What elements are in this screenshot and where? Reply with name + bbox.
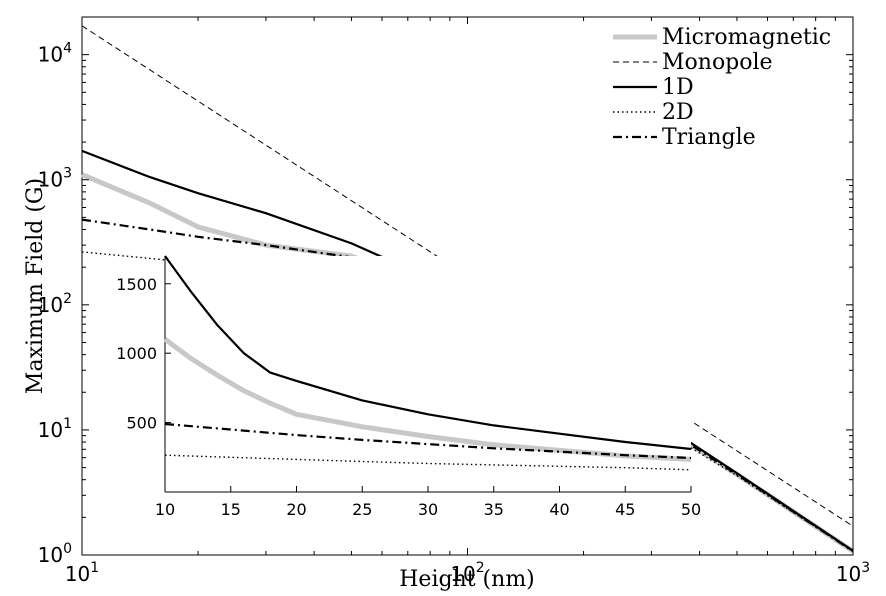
inset-series-triangle [164, 422, 692, 460]
legend-label-1d: 1D [662, 75, 694, 100]
inset-x-tick-label: 15 [221, 500, 241, 519]
main-x-tick-label: 103 [836, 560, 870, 586]
inset-x-tick-label: 25 [352, 500, 372, 519]
legend-label-2d: 2D [662, 100, 694, 125]
legend-label-monopole: Monopole [662, 50, 773, 75]
main-x-tick-label: 101 [65, 560, 99, 586]
inset-y-tick-label: 1000 [116, 344, 157, 363]
inset-x-tick-label: 45 [615, 500, 635, 519]
x-axis-label: Height (nm) [399, 567, 535, 592]
main-x-ticks: 101 102 103 [65, 17, 870, 586]
inset-x-tick-label: 30 [418, 500, 438, 519]
main-x-tick-label: 102 [450, 560, 484, 586]
main-y-tick-label: 100 [38, 541, 72, 567]
inset-x-tick-label: 10 [155, 500, 175, 519]
main-series-monopole [81, 25, 854, 527]
inset-chart: 500 1000 1500 10 15 20 25 30 35 40 45 50 [116, 255, 701, 519]
inset-x-tick-label: 50 [681, 500, 701, 519]
inset-x-tick-label: 20 [286, 500, 306, 519]
inset-series-1d [164, 255, 692, 451]
inset-plot-background [165, 256, 691, 493]
inset-x-tick-label: 35 [484, 500, 504, 519]
inset-x-ticks: 10 15 20 25 30 35 40 45 50 [155, 486, 701, 519]
main-y-tick-label: 104 [38, 41, 72, 67]
inset-y-ticks: 500 1000 1500 [116, 275, 171, 433]
main-y-tick-label: 103 [38, 166, 72, 192]
main-y-tick-label: 101 [38, 416, 72, 442]
main-y-tick-label: 102 [38, 291, 72, 317]
legend-label-triangle: Triangle [662, 125, 756, 150]
legend-label-micromagnetic: Micromagnetic [662, 25, 831, 50]
inset-y-tick-label: 1500 [116, 275, 157, 294]
y-axis-label: Maximum Field (G) [23, 178, 48, 394]
inset-series-group [163, 255, 692, 471]
inset-y-tick-label: 500 [126, 414, 157, 433]
inset-x-tick-label: 40 [549, 500, 569, 519]
main-y-ticks: 100 101 102 103 104 [38, 16, 853, 567]
